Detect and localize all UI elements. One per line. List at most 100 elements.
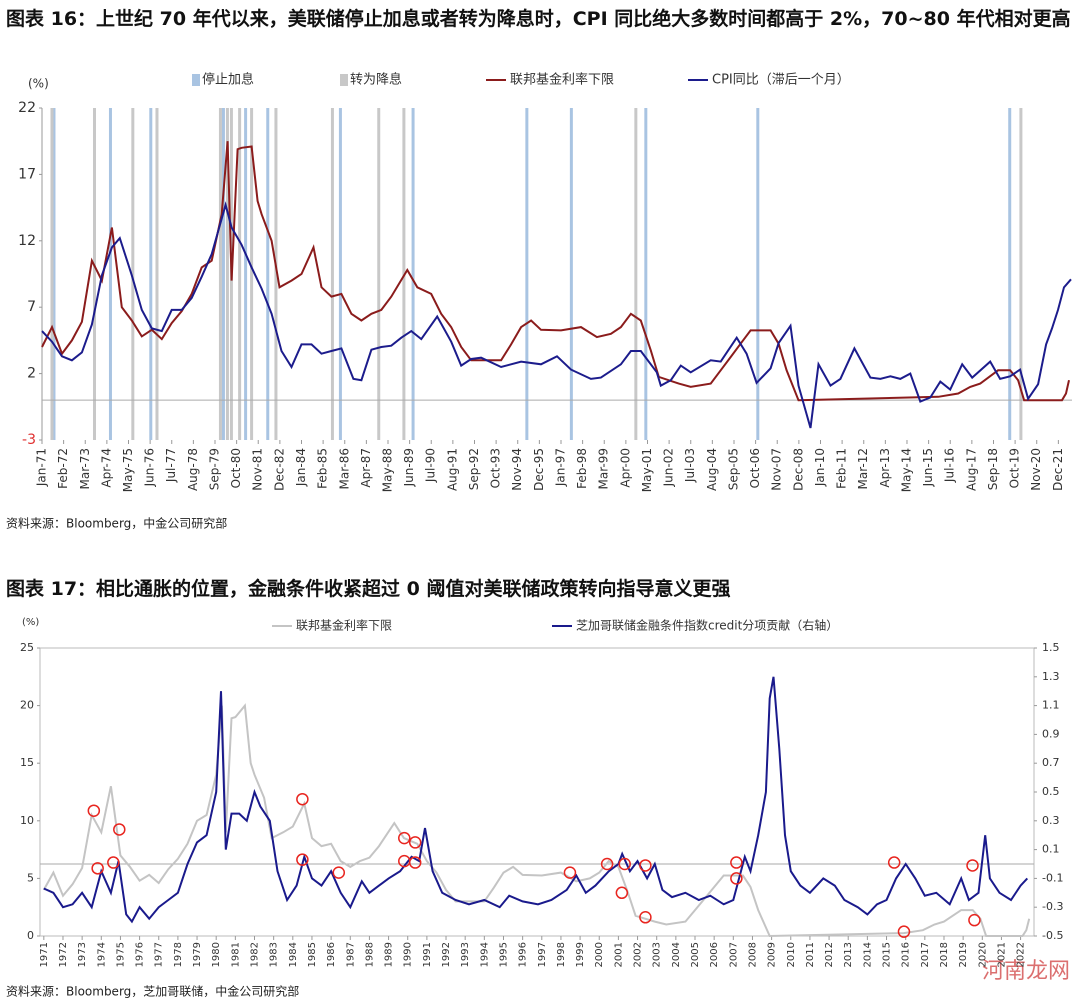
highlight-circle xyxy=(408,836,422,849)
x-tick-label: 2014 xyxy=(862,942,873,967)
highlight-circle xyxy=(615,886,629,900)
highlight-circle xyxy=(113,823,126,836)
x-tick-label: Sep-18 xyxy=(986,448,1000,490)
x-tick-label: Jun-15 xyxy=(921,448,935,487)
x-tick-label: Oct-80 xyxy=(229,448,243,488)
x-tick-label: Dec-82 xyxy=(272,448,286,491)
x-tick-label: Dec-08 xyxy=(791,448,805,491)
x-tick-label: 1998 xyxy=(556,942,567,967)
x-tick-label: Sep-92 xyxy=(467,448,481,490)
highlight-circle xyxy=(296,853,309,866)
x-tick-label: 1974 xyxy=(96,942,107,967)
x-tick-label: Feb-11 xyxy=(835,448,849,489)
x-tick-label: Feb-72 xyxy=(56,448,70,489)
highlight-circle xyxy=(600,857,614,871)
x-tick-label: 1999 xyxy=(575,942,586,967)
x-tick-label: 1976 xyxy=(135,942,146,967)
y-tick-label: 22 xyxy=(18,100,36,116)
y2-tick-label: 0.5 xyxy=(1042,785,1060,798)
x-tick-label: 1979 xyxy=(192,942,203,967)
x-tick-label: Mar-99 xyxy=(597,448,611,489)
x-tick-label: May-01 xyxy=(640,448,654,492)
y2-tick-label: 0.3 xyxy=(1042,814,1060,827)
highlight-circle xyxy=(968,913,981,927)
legend-label: 联邦基金利率下限 xyxy=(510,72,614,88)
series-line xyxy=(43,676,1029,924)
x-tick-label: Dec-21 xyxy=(1051,448,1065,491)
legend-label: 联邦基金利率下限 xyxy=(296,618,392,633)
x-tick-label: 2002 xyxy=(633,942,644,967)
highlight-circle xyxy=(639,859,652,872)
x-tick-label: Nov-20 xyxy=(1029,448,1043,491)
x-tick-label: Jul-16 xyxy=(943,448,957,483)
x-tick-label: 2009 xyxy=(767,942,778,967)
highlight-circle xyxy=(897,925,911,938)
chart-title: 图表 16：上世纪 70 年代以来，美联储停止加息或者转为降息时，CPI 同比绝… xyxy=(6,8,1071,30)
x-tick-label: 1983 xyxy=(269,942,280,967)
plot-frame xyxy=(39,647,1035,937)
x-tick-label: Jan-84 xyxy=(294,448,308,487)
highlight-circle xyxy=(730,856,743,869)
x-tick-label: Sep-05 xyxy=(726,448,740,490)
y2-tick-label: 0.1 xyxy=(1042,843,1060,856)
x-tick-label: 2005 xyxy=(690,942,701,967)
x-tick-label: Jun-02 xyxy=(662,448,676,487)
x-tick-label: 2001 xyxy=(613,942,624,967)
x-tick-label: 2007 xyxy=(728,942,739,967)
x-tick-label: 1984 xyxy=(288,942,299,967)
highlight-circle xyxy=(639,911,652,924)
x-tick-label: Sep-79 xyxy=(208,448,222,490)
x-tick-label: Nov-81 xyxy=(251,448,265,491)
y-tick-label: 25 xyxy=(20,641,34,654)
legend-label: 转为降息 xyxy=(350,72,402,88)
x-tick-label: Feb-98 xyxy=(575,448,589,489)
x-tick-label: 1981 xyxy=(230,942,241,967)
x-tick-label: 1982 xyxy=(250,942,261,967)
x-tick-label: 2021 xyxy=(996,942,1007,967)
highlight-circle xyxy=(563,866,577,879)
x-tick-label: 2017 xyxy=(920,942,931,967)
series-line xyxy=(41,201,1072,429)
highlight-circle xyxy=(618,857,631,871)
y2-tick-label: 0.7 xyxy=(1042,756,1060,769)
source: 资料来源：Bloomberg，中金公司研究部 xyxy=(6,516,227,531)
x-tick-label: 1995 xyxy=(498,942,509,967)
x-tick-label: Aug-17 xyxy=(964,448,978,491)
x-tick-label: May-14 xyxy=(899,448,913,492)
highlight-circle xyxy=(296,792,309,806)
x-tick-label: 2004 xyxy=(671,942,682,967)
x-tick-label: 1978 xyxy=(173,942,184,967)
x-tick-label: Nov-94 xyxy=(510,448,524,491)
x-tick-label: Oct-06 xyxy=(748,448,762,488)
y-tick-label: 2 xyxy=(27,366,36,382)
x-tick-label: May-75 xyxy=(121,448,135,492)
x-tick-label: Feb-85 xyxy=(316,448,330,489)
x-tick-label: Mar-12 xyxy=(856,448,870,489)
y-axis-label: (%) xyxy=(28,77,49,91)
x-tick-label: 2003 xyxy=(652,942,663,967)
y-tick-label: 17 xyxy=(18,166,36,182)
x-tick-label: 2008 xyxy=(747,942,758,967)
x-tick-label: 2022 xyxy=(1016,942,1027,967)
y-tick-label: 0 xyxy=(27,929,34,942)
highlight-circle xyxy=(887,856,901,869)
x-tick-label: Dec-95 xyxy=(532,448,546,491)
x-tick-label: 2015 xyxy=(882,942,893,967)
y2-tick-label: -0.1 xyxy=(1042,871,1063,884)
y-tick-label: -3 xyxy=(22,432,36,448)
x-tick-label: Apr-00 xyxy=(618,448,632,488)
x-tick-label: May-88 xyxy=(380,448,394,492)
y2-tick-label: 0.9 xyxy=(1042,727,1060,740)
x-tick-label: Mar-73 xyxy=(78,448,92,489)
y2-tick-label: -0.3 xyxy=(1042,900,1063,913)
y-axis-label: (%) xyxy=(22,617,39,628)
x-tick-label: 1980 xyxy=(211,942,222,967)
series-line xyxy=(42,703,1031,938)
x-tick-label: Apr-87 xyxy=(359,448,373,488)
x-tick-label: Apr-74 xyxy=(99,448,113,488)
x-tick-label: 1987 xyxy=(345,942,356,967)
x-tick-label: Jan-10 xyxy=(813,448,827,487)
x-tick-label: Aug-78 xyxy=(186,448,200,491)
watermark: 河南龙网 xyxy=(982,959,1070,984)
y-tick-label: 5 xyxy=(27,871,34,884)
